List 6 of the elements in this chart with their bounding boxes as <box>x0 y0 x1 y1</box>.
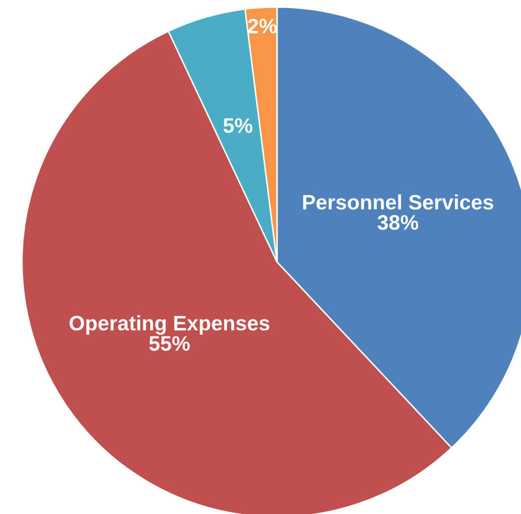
slice-label: Personnel Services <box>303 194 494 210</box>
data-label: 38% <box>378 215 418 230</box>
slice-label: Operating Expenses <box>70 315 270 335</box>
data-label: 5% <box>223 118 252 133</box>
data-label: 2% <box>248 18 277 34</box>
data-label: 55% <box>149 336 190 351</box>
